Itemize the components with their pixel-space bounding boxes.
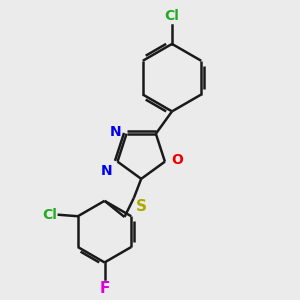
Text: Cl: Cl xyxy=(165,9,179,23)
Text: S: S xyxy=(136,200,147,214)
Text: Cl: Cl xyxy=(43,208,57,222)
Text: O: O xyxy=(171,153,183,167)
Text: N: N xyxy=(100,164,112,178)
Text: F: F xyxy=(99,280,110,296)
Text: N: N xyxy=(110,125,121,139)
